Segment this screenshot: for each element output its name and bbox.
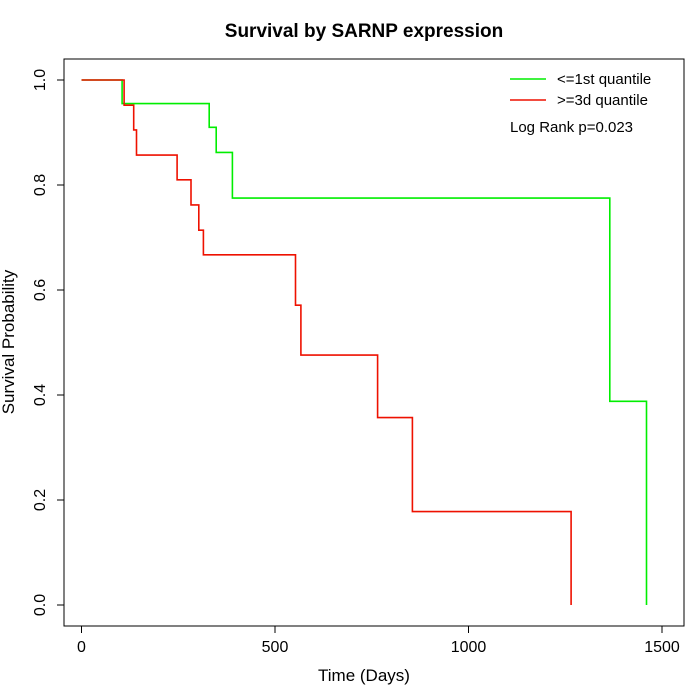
y-tick-label: 1.0 [32, 69, 49, 91]
y-tick-label: 0.6 [32, 279, 49, 301]
y-axis: 0.0 0.2 0.4 0.6 0.8 1.0 [32, 69, 64, 616]
y-tick-label: 0.8 [32, 174, 49, 196]
log-rank-annotation: Log Rank p=0.023 [510, 119, 633, 136]
x-tick-label: 1500 [644, 639, 680, 656]
x-axis-label: Time (Days) [318, 666, 410, 685]
x-tick-label: 500 [262, 639, 289, 656]
y-tick-label: 0.2 [32, 489, 49, 511]
chart-title: Survival by SARNP expression [225, 21, 503, 42]
x-tick-label: 1000 [451, 639, 487, 656]
series-line-low-quantile [81, 79, 648, 605]
y-tick-label: 0.0 [32, 594, 49, 616]
y-axis-label: Survival Probability [0, 269, 18, 414]
x-tick-label: 0 [77, 639, 86, 656]
series-line-high-quantile [81, 79, 572, 605]
y-tick-label: 0.4 [32, 384, 49, 406]
plot-frame [63, 58, 685, 627]
legend-label: <=1st quantile [557, 71, 651, 88]
series-layer [81, 79, 648, 605]
legend: <=1st quantile >=3d quantile [510, 71, 651, 109]
legend-label: >=3d quantile [557, 92, 648, 109]
x-axis: 0 500 1000 1500 [77, 626, 680, 656]
